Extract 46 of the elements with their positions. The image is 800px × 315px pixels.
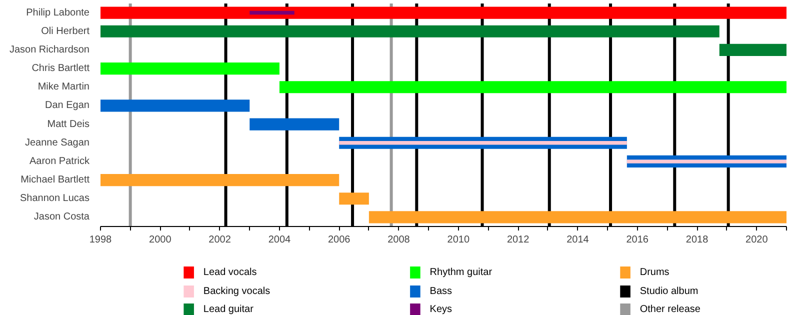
y-tick-label: Shannon Lucas [20,193,90,204]
x-tick-label: 2000 [149,234,172,246]
bar [100,6,786,19]
bar [626,160,786,164]
x-tick-label: 2002 [208,234,232,246]
x-tick-label: 2014 [566,234,590,246]
legend-label: Rhythm guitar [430,267,493,278]
y-tick-label: Jason Costa [34,212,90,223]
y-tick-label: Michael Bartlett [20,174,90,186]
x-tick-label: 2020 [746,234,768,246]
bar [719,44,786,56]
legend-label: Other release [640,304,701,315]
legend-label: Lead guitar [203,304,254,315]
x-tick-label: 2018 [686,234,709,246]
y-tick-label: Jeanne Sagan [25,137,90,148]
y-tick-label: Oli Herbert [41,26,90,37]
y-tick-label: Chris Bartlett [32,63,90,74]
bar [339,141,627,145]
y-tick-label: Mike Martin [38,82,90,93]
legend-label: Backing vocals [203,286,270,297]
legend-label: Studio album [640,286,698,297]
y-tick-label: Matt Deis [47,118,90,130]
bar [250,118,340,130]
x-tick-label: 2004 [268,234,292,246]
y-tick-label: Dan Egan [45,100,90,112]
x-tick-label: 2008 [388,234,410,246]
legend-label: Drums [640,267,670,278]
y-tick-label: Philip Labonte [26,7,90,18]
bar [100,25,720,38]
bar [100,100,250,112]
x-tick-label: 2012 [506,234,530,246]
x-tick-label: 2016 [626,234,649,246]
y-tick-label: Jason Richardson [9,44,90,56]
x-tick-label: 2006 [328,234,351,246]
bar [100,174,340,186]
legend-label: Bass [430,286,452,297]
x-tick-label: 1998 [89,234,112,246]
x-tick-label: 2010 [447,234,470,246]
bar [368,211,786,224]
y-tick-label: Aaron Patrick [29,156,90,167]
bar [100,62,280,75]
bar [279,81,786,94]
legend-label: Lead vocals [203,267,257,278]
bar [250,10,294,15]
bar [339,192,369,205]
legend-label: Keys [430,304,452,315]
